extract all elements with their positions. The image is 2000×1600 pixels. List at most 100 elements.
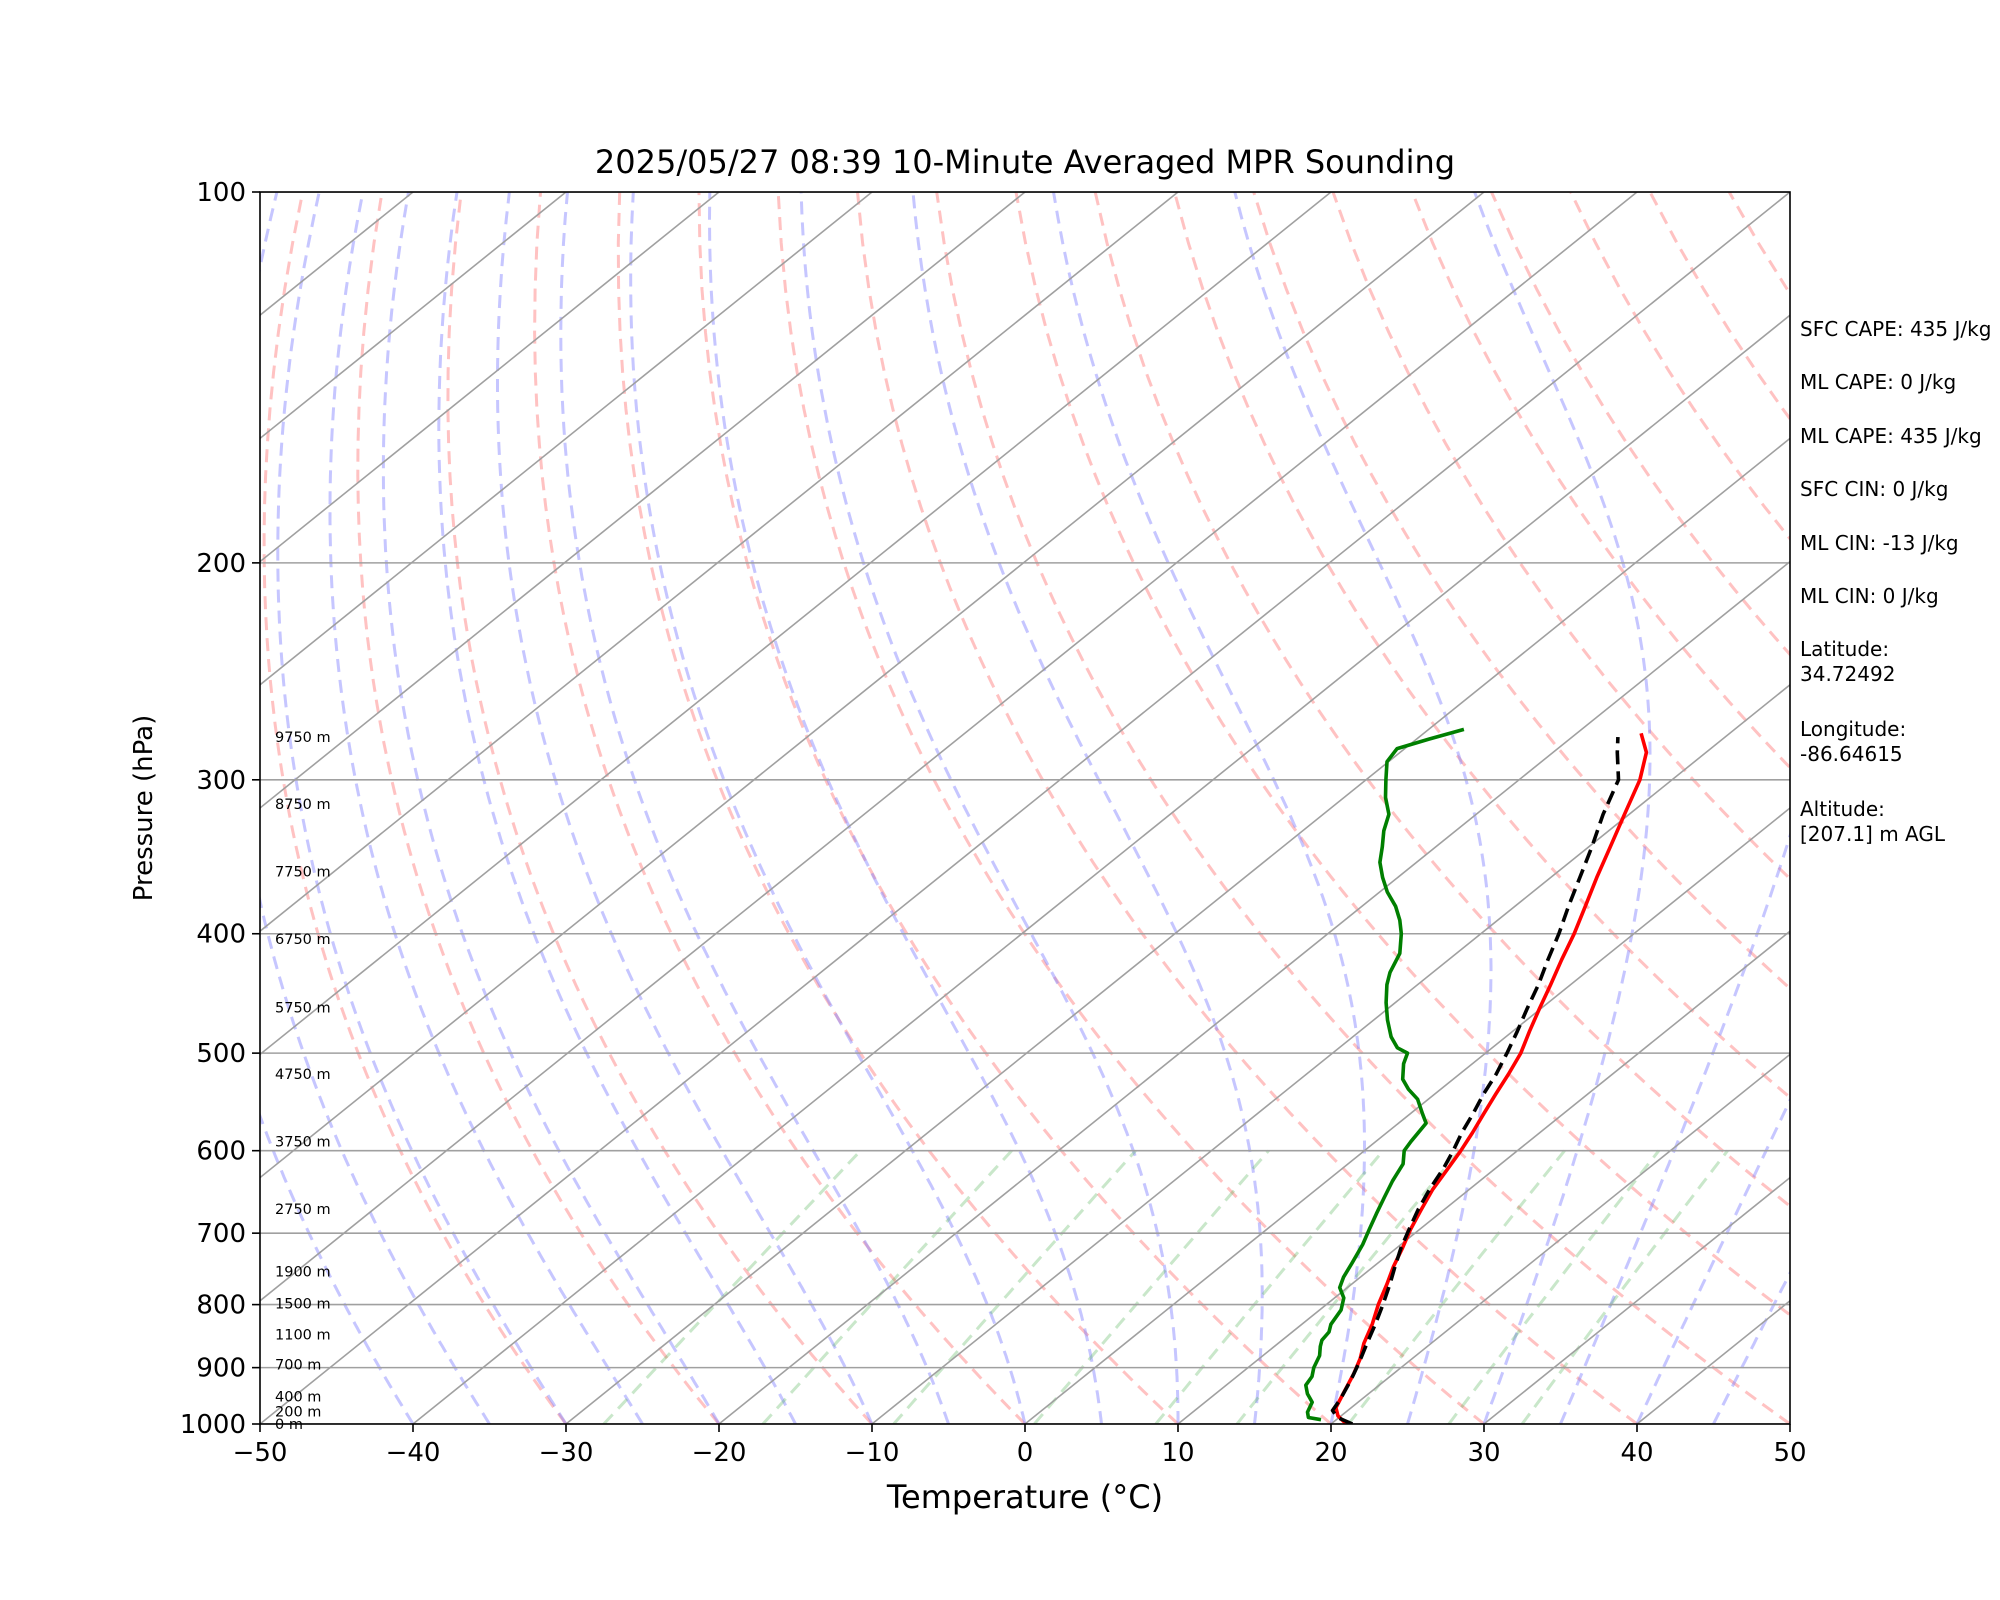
longitude-text: Longitude: -86.64615 bbox=[1800, 717, 1907, 766]
height-label: 6750 m bbox=[275, 932, 331, 948]
moist-adiabat bbox=[1052, 192, 1366, 1424]
isotherm-line bbox=[1177, 930, 1790, 1424]
moist-adiabat bbox=[381, 192, 721, 1424]
y-tick-label: 800 bbox=[196, 1291, 246, 1321]
height-labels: 9750 m 8750 m 7750 m 6750 m 5750 m 4750 m 3750… bbox=[275, 730, 331, 1433]
height-label: 1500 m bbox=[275, 1296, 331, 1312]
dry-adiabat bbox=[697, 192, 1332, 1424]
moist-adiabat bbox=[1233, 192, 1493, 1424]
height-label: 8750 m bbox=[275, 797, 331, 813]
dry-adiabat bbox=[262, 192, 568, 1424]
y-axis-label: Pressure (hPa) bbox=[129, 715, 159, 902]
dry-adiabat bbox=[616, 192, 1180, 1424]
y-tick-label: 200 bbox=[196, 549, 246, 579]
height-label: 4750 m bbox=[275, 1067, 331, 1083]
isotherm-line bbox=[1330, 1053, 1790, 1424]
moist-adiabat bbox=[1473, 192, 1652, 1424]
isotherm-line bbox=[412, 314, 1790, 1424]
reference-lines bbox=[260, 192, 1790, 1424]
moist-adiabat bbox=[911, 192, 1264, 1424]
x-tick-label: −50 bbox=[233, 1438, 288, 1468]
isotherm-line bbox=[260, 192, 1332, 1056]
isotherm-line bbox=[260, 192, 873, 686]
moist-adiabat bbox=[276, 192, 568, 1424]
y-tick-label: 500 bbox=[196, 1039, 246, 1069]
moist-adiabat bbox=[707, 192, 1103, 1424]
height-label: 0 m bbox=[275, 1417, 303, 1433]
height-label: 2750 m bbox=[275, 1202, 331, 1218]
parcel-path-line bbox=[1330, 737, 1621, 1424]
moist-adiabat bbox=[328, 192, 644, 1424]
height-label: 200 m bbox=[275, 1405, 321, 1421]
ml-cape-text-2: ML CAPE: 435 J/kg bbox=[1800, 424, 1982, 448]
isotherm-line bbox=[260, 192, 1790, 1424]
ml-cape-text: ML CAPE: 0 J/kg bbox=[1800, 370, 1957, 394]
dry-adiabat bbox=[356, 192, 721, 1424]
height-label: 700 m bbox=[275, 1358, 321, 1374]
x-tick-label: 20 bbox=[1314, 1438, 1347, 1468]
dry-adiabat bbox=[1331, 192, 1790, 881]
sounding-profiles bbox=[1304, 727, 1649, 1424]
y-tick-label: 900 bbox=[196, 1354, 246, 1384]
height-label: 1900 m bbox=[275, 1265, 331, 1281]
ml-cin-text: ML CIN: -13 J/kg bbox=[1800, 531, 1959, 555]
dry-adiabat bbox=[1014, 192, 1790, 1317]
y-tick-label: 100 bbox=[196, 178, 246, 208]
moist-adiabat bbox=[260, 192, 491, 1424]
y-tick-label: 300 bbox=[196, 766, 246, 796]
y-tick-label: 400 bbox=[196, 920, 246, 950]
x-tick-label: −20 bbox=[692, 1438, 747, 1468]
moist-adiabat bbox=[629, 192, 1027, 1424]
dry-adiabat bbox=[446, 192, 874, 1424]
x-tick-label: −40 bbox=[386, 1438, 441, 1468]
x-tick-label: 10 bbox=[1161, 1438, 1194, 1468]
x-tick-label: 40 bbox=[1620, 1438, 1653, 1468]
height-label: 1100 m bbox=[275, 1328, 331, 1344]
height-label: 9750 m bbox=[275, 730, 331, 746]
dewpoint-line bbox=[1304, 727, 1465, 1422]
x-tick-label: 0 bbox=[1017, 1438, 1034, 1468]
isotherm-line bbox=[1024, 806, 1790, 1424]
dry-adiabat bbox=[1410, 192, 1790, 770]
isotherm-line bbox=[1483, 1176, 1790, 1424]
chart-title: 2025/05/27 08:39 10-Minute Averaged MPR … bbox=[595, 143, 1455, 181]
mixing-ratio-line bbox=[602, 1149, 862, 1424]
isotherm-line bbox=[565, 437, 1790, 1424]
isotherm-line bbox=[260, 192, 1026, 810]
y-tick-label: 700 bbox=[196, 1219, 246, 1249]
sfc-cape-text: SFC CAPE: 435 J/kg bbox=[1800, 317, 1992, 341]
latitude-text: Latitude: 34.72492 bbox=[1800, 637, 1896, 686]
isotherm-line bbox=[260, 192, 1638, 1302]
isotherm-line bbox=[260, 192, 1485, 1179]
x-axis-label: Temperature (°C) bbox=[886, 1478, 1163, 1516]
moist-adiabat bbox=[559, 192, 950, 1424]
isotherm-line bbox=[718, 560, 1790, 1424]
moist-adiabat bbox=[1559, 192, 1790, 1424]
isotherm-line bbox=[871, 683, 1790, 1424]
mixing-ratio-line bbox=[761, 1149, 1013, 1424]
height-label: 400 m bbox=[275, 1390, 321, 1406]
x-tick-label: −30 bbox=[539, 1438, 594, 1468]
isotherm-line bbox=[260, 192, 567, 440]
moist-adiabat bbox=[437, 192, 797, 1424]
height-label: 5750 m bbox=[275, 1000, 331, 1016]
altitude-text: Altitude: [207.1] m AGL bbox=[1800, 797, 1946, 846]
moist-adiabat bbox=[496, 192, 874, 1424]
x-tick-label: 30 bbox=[1467, 1438, 1500, 1468]
dry-adiabat bbox=[1093, 192, 1790, 1209]
dry-adiabat bbox=[856, 192, 1638, 1424]
x-tick-label: −10 bbox=[845, 1438, 900, 1468]
moist-adiabat bbox=[799, 192, 1180, 1424]
dry-adiabat bbox=[776, 192, 1485, 1424]
moist-adiabat bbox=[1635, 1096, 1790, 1424]
isotherm-line bbox=[260, 192, 720, 563]
ml-cin-text-2: ML CIN: 0 J/kg bbox=[1800, 584, 1939, 608]
isotherm-line bbox=[260, 192, 1179, 933]
sfc-cin-text: SFC CIN: 0 J/kg bbox=[1800, 477, 1949, 501]
x-tick-label: 50 bbox=[1773, 1438, 1806, 1468]
height-label: 7750 m bbox=[275, 864, 331, 880]
y-tick-label: 1000 bbox=[180, 1410, 246, 1440]
y-tick-label: 600 bbox=[196, 1137, 246, 1167]
axes: −50 −40 −30 −20 −10 0 10 20 30 40 50 100 200 300 400 50… bbox=[180, 178, 1807, 1468]
